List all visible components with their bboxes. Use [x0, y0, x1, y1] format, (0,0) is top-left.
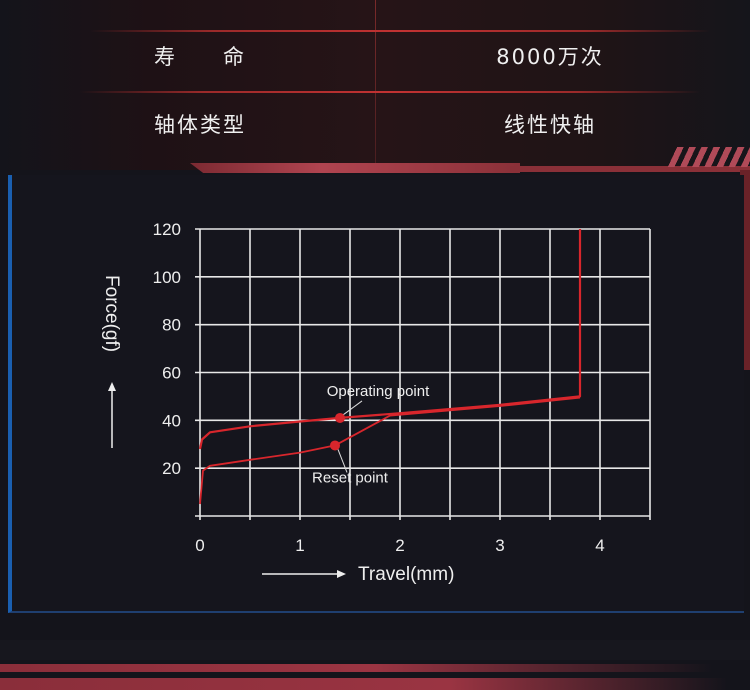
decor-edge	[740, 170, 750, 370]
annotation-label: Operating point	[327, 383, 430, 400]
y-tick-label: 100	[153, 268, 181, 287]
y-axis-label: Force(gf)	[101, 275, 122, 352]
decor-stripe	[0, 678, 750, 690]
annotation-leader	[342, 400, 363, 416]
spec-row: 轴体类型 线性快轴	[0, 105, 750, 145]
x-tick-label: 0	[195, 536, 204, 555]
y-arrow-head	[108, 382, 116, 391]
x-tick-label: 1	[295, 536, 304, 555]
x-tick-label: 2	[395, 536, 404, 555]
annotation-label: Reset point	[312, 469, 389, 486]
y-tick-label: 40	[162, 411, 181, 430]
spec-row: 寿 命 8000万次	[0, 37, 750, 77]
decor-bar	[190, 163, 520, 173]
decor-stripes	[665, 147, 750, 167]
press-curve	[198, 229, 582, 450]
y-tick-label: 20	[162, 459, 181, 478]
row-divider	[80, 91, 700, 93]
decor-stripe	[0, 664, 750, 672]
release-curve	[199, 396, 581, 505]
chart-panel	[8, 175, 744, 613]
spec-label: 寿 命	[154, 45, 246, 69]
spec-label: 轴体类型	[154, 113, 246, 137]
y-tick-label: 80	[162, 316, 181, 335]
annotation-leader	[337, 449, 348, 473]
column-divider	[375, 0, 376, 165]
x-tick-label: 4	[595, 536, 604, 555]
spec-value: 线性快轴	[504, 113, 596, 137]
row-divider	[90, 30, 710, 32]
x-arrow-head	[337, 570, 346, 578]
y-tick-label: 120	[153, 220, 181, 239]
x-tick-label: 3	[495, 536, 504, 555]
spec-value: 8000万次	[496, 45, 604, 69]
annotation-point	[330, 440, 340, 451]
decor-band	[0, 640, 750, 660]
annotation-point	[335, 412, 345, 423]
spec-table: 寿 命 8000万次 轴体类型 线性快轴	[0, 0, 750, 170]
decor-bar	[510, 166, 750, 172]
y-tick-label: 60	[162, 364, 181, 383]
x-axis-label: Travel(mm)	[358, 564, 454, 585]
